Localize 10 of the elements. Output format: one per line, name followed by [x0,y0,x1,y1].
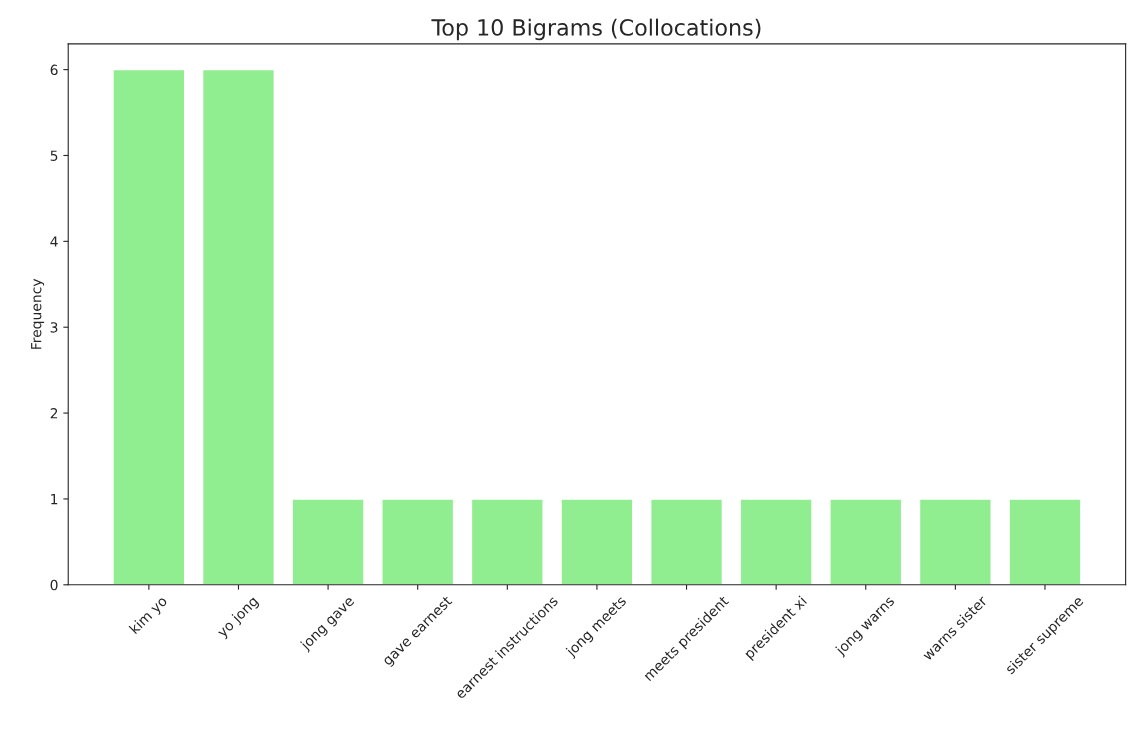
y-tick-label: 3 [50,322,58,333]
chart-title: Top 10 Bigrams (Collocations) [431,18,761,41]
y-axis-title: Frequency [31,278,45,349]
y-tick-label: 5 [50,150,58,161]
y-tick-label: 1 [51,494,58,505]
y-tick-label: 2 [50,408,58,419]
y-tick-label: 4 [50,236,58,247]
y-tick-label: 6 [50,64,58,76]
y-tick-label: 0 [50,579,58,591]
x-tick-label: kim yo [128,595,170,637]
